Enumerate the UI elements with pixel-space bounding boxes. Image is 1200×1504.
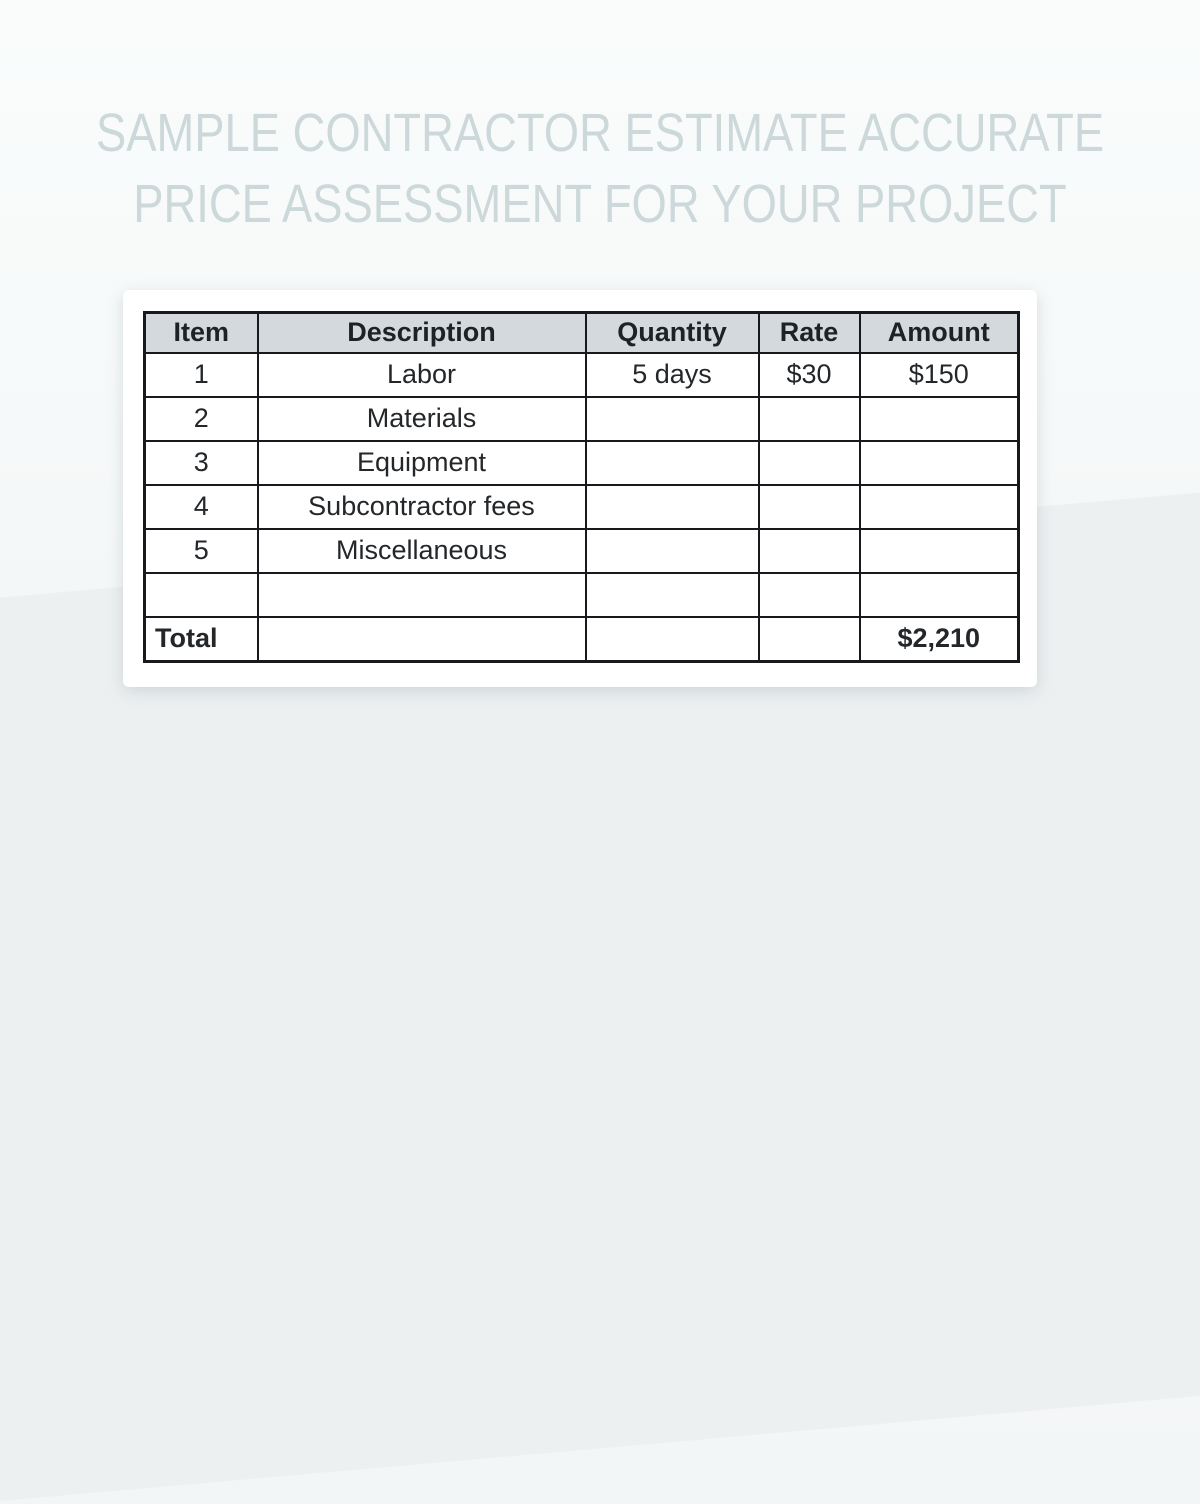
cell-item: 4 bbox=[143, 483, 259, 530]
estimate-card: Item Description Quantity Rate Amount 1 … bbox=[123, 290, 1037, 687]
table-row: 5 Miscellaneous bbox=[143, 527, 1020, 574]
cell-quantity bbox=[584, 571, 760, 618]
table-header-row: Item Description Quantity Rate Amount bbox=[143, 311, 1020, 354]
cell-description: Miscellaneous bbox=[256, 527, 587, 574]
cell-quantity bbox=[584, 395, 760, 442]
header-cell-description: Description bbox=[256, 311, 587, 354]
cell-amount: $150 bbox=[858, 351, 1020, 398]
cell-amount bbox=[858, 439, 1020, 486]
total-amount: $2,210 bbox=[858, 615, 1020, 663]
cell-rate: $30 bbox=[757, 351, 861, 398]
header-cell-rate: Rate bbox=[757, 311, 861, 354]
cell-description: Subcontractor fees bbox=[256, 483, 587, 530]
heading-line-1: SAMPLE CONTRACTOR ESTIMATE ACCURATE bbox=[96, 103, 1105, 163]
cell-amount bbox=[858, 571, 1020, 618]
table-total-row: Total $2,210 bbox=[143, 615, 1020, 663]
cell-description bbox=[256, 571, 587, 618]
table-row: 1 Labor 5 days $30 $150 bbox=[143, 351, 1020, 398]
table-row: 4 Subcontractor fees bbox=[143, 483, 1020, 530]
cell-description bbox=[256, 615, 587, 663]
cell-rate bbox=[757, 395, 861, 442]
cell-quantity bbox=[584, 527, 760, 574]
cell-quantity bbox=[584, 483, 760, 530]
table-row: 2 Materials bbox=[143, 395, 1020, 442]
cell-quantity: 5 days bbox=[584, 351, 760, 398]
cell-amount bbox=[858, 395, 1020, 442]
cell-description: Labor bbox=[256, 351, 587, 398]
header-cell-item: Item bbox=[143, 311, 259, 354]
cell-description: Equipment bbox=[256, 439, 587, 486]
header-cell-quantity: Quantity bbox=[584, 311, 760, 354]
cell-amount bbox=[858, 483, 1020, 530]
watermark-heading: SAMPLE CONTRACTOR ESTIMATE ACCURATE PRIC… bbox=[96, 98, 1104, 240]
cell-item: 1 bbox=[143, 351, 259, 398]
table-row: 3 Equipment bbox=[143, 439, 1020, 486]
cell-rate bbox=[757, 483, 861, 530]
estimate-table: Item Description Quantity Rate Amount 1 … bbox=[143, 311, 1020, 663]
cell-description: Materials bbox=[256, 395, 587, 442]
cell-item bbox=[143, 571, 259, 618]
total-label: Total bbox=[143, 615, 259, 663]
cell-quantity bbox=[584, 615, 760, 663]
cell-rate bbox=[757, 527, 861, 574]
heading-line-2: PRICE ASSESSMENT FOR YOUR PROJECT bbox=[133, 174, 1067, 234]
cell-item: 3 bbox=[143, 439, 259, 486]
table-row-empty bbox=[143, 571, 1020, 618]
cell-item: 2 bbox=[143, 395, 259, 442]
cell-quantity bbox=[584, 439, 760, 486]
cell-rate bbox=[757, 615, 861, 663]
header-cell-amount: Amount bbox=[858, 311, 1020, 354]
cell-rate bbox=[757, 439, 861, 486]
cell-item: 5 bbox=[143, 527, 259, 574]
cell-amount bbox=[858, 527, 1020, 574]
cell-rate bbox=[757, 571, 861, 618]
